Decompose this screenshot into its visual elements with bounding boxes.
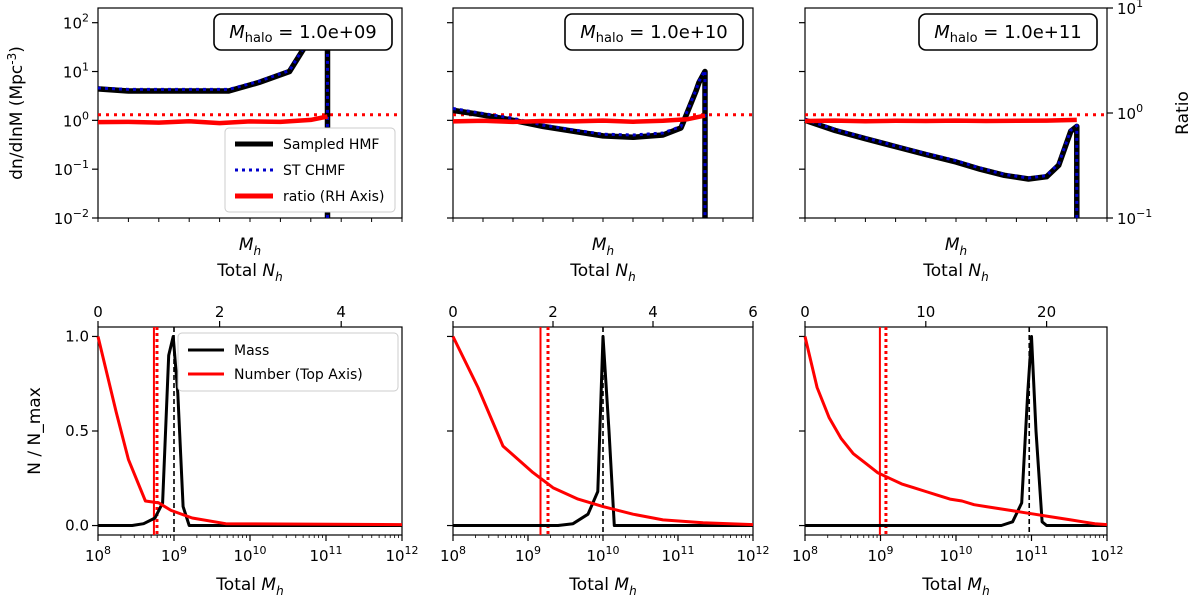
bottom-x-label: Total Mh [921, 575, 989, 598]
top-axis-tick-label: 10 [916, 303, 935, 321]
halo-mass-annotation: Mhalo = 1.0e+10 [580, 22, 728, 46]
ratio-axis-tick-label: 100 [1117, 102, 1143, 123]
top-legend [224, 127, 396, 213]
series-mass [453, 335, 753, 527]
top-axis-tick-label: 0 [93, 303, 103, 321]
bottom-x-label: Total Mh [568, 575, 636, 598]
bottom-x-tick-label: 1012 [736, 544, 769, 565]
top-axis-tick-label: 2 [548, 303, 558, 321]
top-y-label: dn/dlnM (Mpc-3) [5, 46, 27, 180]
top-y-tick-label: 10−1 [54, 158, 89, 179]
top-y-tick-label: 10−2 [54, 207, 89, 228]
series-st-chmf [452, 69, 707, 218]
bottom-x-tick-label: 108 [440, 544, 466, 565]
bottom-panel-3-frame [804, 326, 1108, 536]
bottom-x-tick-label: 109 [515, 544, 541, 565]
top-y-tick-label: 102 [63, 12, 89, 33]
bottom-x-tick-label: 1010 [233, 544, 266, 565]
halo-mass-annotation: Mhalo = 1.0e+11 [934, 22, 1082, 46]
ratio-axis-label: Ratio [1173, 91, 1193, 135]
bottom-y-label: N / N_max [25, 387, 45, 475]
top-axis-tick-label: 6 [748, 303, 758, 321]
bottom-x-tick-label: 1012 [385, 544, 418, 565]
series-ratio [804, 117, 1077, 124]
ratio-axis-tick-label: 101 [1117, 0, 1143, 18]
legend-label: Number (Top Axis) [234, 367, 363, 383]
halo-mass-annotation: Mhalo = 1.0e+09 [229, 22, 377, 46]
bottom-x-tick-label: 108 [85, 544, 111, 565]
legend-label: Sampled HMF [283, 137, 380, 153]
series-mass [98, 335, 402, 527]
top-y-tick-label: 100 [63, 109, 89, 130]
bottom-top-x-label: Total Nh [922, 261, 988, 284]
legend-label: ratio (RH Axis) [283, 189, 384, 205]
bottom-x-tick-label: 1010 [586, 544, 619, 565]
top-axis-tick-label: 4 [648, 303, 658, 321]
series-sampled-hmf [452, 68, 708, 218]
top-x-label: Mh [945, 235, 967, 258]
halo-mass-annotation-box [213, 13, 393, 51]
top-axis-tick-label: 0 [448, 303, 458, 321]
bottom-legend [177, 332, 399, 392]
legend-label: ST CHMF [283, 163, 345, 179]
bottom-x-tick-label: 1011 [1015, 544, 1048, 565]
bottom-x-tick-label: 1011 [661, 544, 694, 565]
series-st-chmf [804, 117, 1079, 218]
bottom-x-tick-label: 1011 [309, 544, 342, 565]
bottom-y-tick-label: 1.0 [65, 327, 89, 345]
bottom-x-tick-label: 109 [161, 544, 187, 565]
series-number [451, 335, 754, 527]
bottom-x-tick-label: 109 [867, 544, 893, 565]
bottom-x-tick-label: 108 [792, 544, 818, 565]
top-x-label: Mh [592, 235, 614, 258]
top-x-label: Mh [239, 235, 261, 258]
series-number [803, 336, 1108, 527]
legend-label: Mass [234, 343, 269, 359]
halo-mass-annotation-box [918, 13, 1098, 51]
top-axis-tick-label: 2 [215, 303, 225, 321]
ratio-axis-tick-label: 10−1 [1117, 207, 1152, 228]
top-y-tick-label: 101 [63, 61, 89, 82]
bottom-top-x-label: Total Nh [569, 261, 635, 284]
bottom-x-tick-label: 1010 [939, 544, 972, 565]
top-axis-tick-label: 4 [336, 303, 346, 321]
series-sampled-hmf [804, 117, 1080, 218]
bottom-y-tick-label: 0.0 [65, 517, 89, 535]
bottom-x-label: Total Mh [215, 575, 283, 598]
series-ratio [452, 113, 706, 125]
series-mass [805, 335, 1107, 527]
series-ratio [97, 114, 328, 126]
bottom-top-x-label: Total Nh [216, 261, 282, 284]
top-axis-tick-label: 0 [800, 303, 810, 321]
bottom-x-tick-label: 1012 [1090, 544, 1123, 565]
top-axis-tick-label: 20 [1037, 303, 1056, 321]
series-number [96, 336, 403, 527]
halo-mass-annotation-box [564, 13, 744, 51]
bottom-y-tick-label: 0.5 [65, 422, 89, 440]
